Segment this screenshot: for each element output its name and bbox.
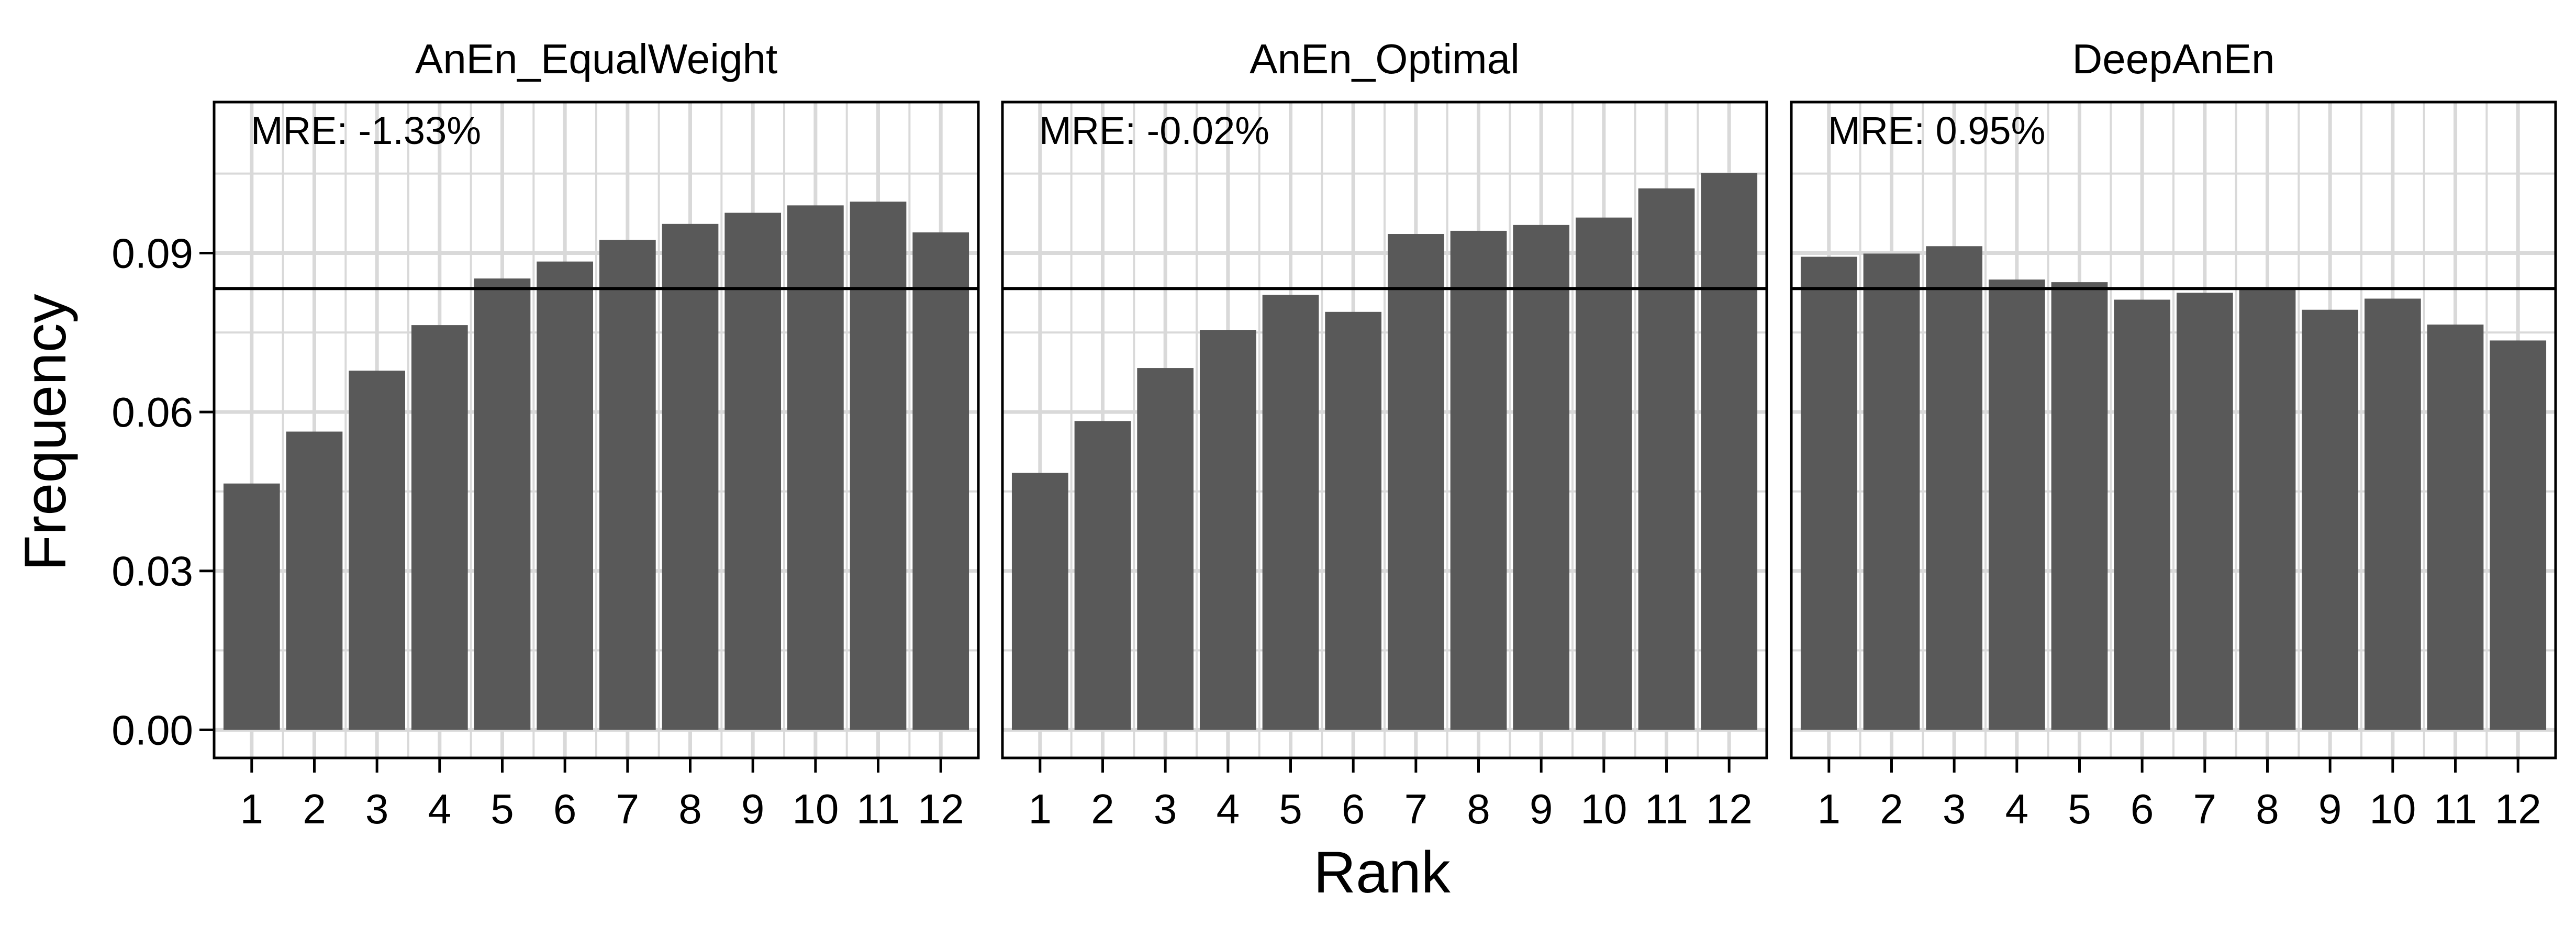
panel-title: DeepAnEn	[2072, 36, 2275, 82]
bar	[912, 232, 969, 730]
bar	[724, 213, 782, 730]
x-tick-label: 2	[1091, 786, 1114, 832]
x-tick-label: 1	[1029, 786, 1052, 832]
bar	[1074, 421, 1131, 730]
bar	[286, 431, 343, 730]
mre-annotation: MRE: 0.95%	[1828, 109, 2045, 152]
bar	[1926, 246, 1982, 730]
bar	[1325, 311, 1382, 730]
bar	[223, 483, 280, 730]
bar	[2302, 309, 2359, 730]
bar	[349, 371, 405, 730]
x-tick-label: 3	[1154, 786, 1177, 832]
bar	[850, 202, 907, 730]
x-tick-label: 11	[856, 786, 900, 832]
x-tick-label: 12	[1706, 786, 1753, 832]
panel-border	[1001, 100, 1768, 760]
x-tick-label: 3	[365, 786, 389, 832]
x-tick-label: 10	[792, 786, 839, 832]
bar	[1576, 217, 1632, 730]
x-tick-label: 5	[490, 786, 514, 832]
x-tick-label: 3	[1943, 786, 1966, 832]
panel-title: AnEn_EqualWeight	[415, 36, 777, 82]
x-tick-label: 6	[2131, 786, 2154, 832]
y-tick-label: 0.00	[111, 707, 193, 753]
bar	[2176, 293, 2233, 730]
x-tick-label: 1	[240, 786, 264, 832]
panel-title: AnEn_Optimal	[1250, 36, 1520, 82]
bar	[1988, 280, 2045, 730]
x-tick-label: 9	[2318, 786, 2342, 832]
bar	[474, 278, 531, 730]
bar	[2427, 325, 2484, 730]
bar	[1011, 473, 1068, 730]
y-tick-label: 0.06	[111, 389, 193, 435]
bar	[787, 205, 844, 730]
bar	[1199, 330, 1256, 730]
mre-annotation: MRE: -0.02%	[1039, 109, 1269, 152]
x-tick-label: 7	[2193, 786, 2217, 832]
panel-border	[1790, 100, 2557, 760]
x-tick-label: 10	[2369, 786, 2416, 832]
x-tick-label: 8	[678, 786, 702, 832]
x-tick-label: 11	[2434, 786, 2477, 832]
bar	[1387, 234, 1444, 730]
y-tick-label: 0.03	[111, 548, 193, 595]
x-tick-label: 11	[1645, 786, 1688, 832]
x-tick-label: 9	[1530, 786, 1553, 832]
bar	[411, 325, 468, 730]
x-tick-label: 5	[1279, 786, 1302, 832]
x-tick-label: 8	[2256, 786, 2279, 832]
bar	[537, 261, 594, 730]
x-tick-label: 9	[741, 786, 765, 832]
bar	[599, 240, 656, 730]
bar	[2365, 298, 2421, 730]
y-axis: 0.00 0.03 0.06 0.09	[111, 230, 214, 753]
x-tick-label: 7	[1404, 786, 1428, 832]
bar	[1262, 295, 1319, 730]
mre-annotation: MRE: -1.33%	[251, 109, 481, 152]
x-tick-label: 6	[1342, 786, 1365, 832]
bar	[1800, 256, 1857, 730]
bar	[1513, 225, 1570, 730]
bar	[2490, 340, 2547, 730]
x-tick-label: 4	[2005, 786, 2029, 832]
x-tick-label: 7	[616, 786, 640, 832]
bar	[1450, 230, 1507, 730]
y-axis-title: Frequency	[13, 294, 78, 571]
x-tick-label: 12	[918, 786, 964, 832]
x-tick-label: 5	[2068, 786, 2091, 832]
bar	[2051, 282, 2108, 730]
bar	[2239, 289, 2296, 730]
panel-border	[213, 100, 980, 760]
x-tick-label: 12	[2495, 786, 2541, 832]
x-tick-label: 4	[428, 786, 452, 832]
bar	[1638, 188, 1695, 730]
x-tick-label: 10	[1580, 786, 1627, 832]
y-tick-label: 0.09	[111, 230, 193, 276]
bar	[662, 224, 719, 730]
x-tick-label: 2	[303, 786, 326, 832]
bar	[1137, 368, 1194, 730]
bar	[1863, 253, 1920, 730]
bar	[1701, 173, 1758, 730]
x-tick-label: 2	[1880, 786, 1903, 832]
x-tick-label: 1	[1817, 786, 1841, 832]
x-axis-title: Rank	[1313, 840, 1451, 905]
bar	[2114, 299, 2171, 730]
x-tick-label: 4	[1217, 786, 1240, 832]
x-tick-label: 6	[553, 786, 577, 832]
x-tick-label: 8	[1467, 786, 1490, 832]
